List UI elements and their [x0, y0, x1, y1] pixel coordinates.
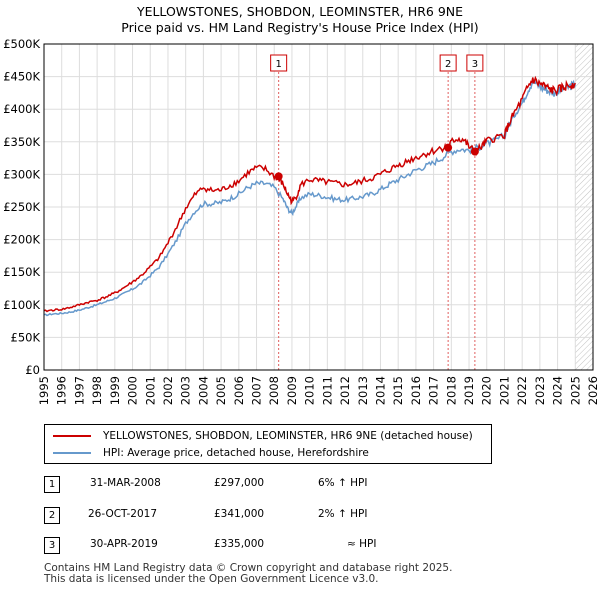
legend-label-hpi: HPI: Average price, detached house, Here…	[103, 447, 369, 459]
sale-label-number: 1	[275, 59, 281, 70]
transaction-hpi: 6% ↑ HPI	[318, 477, 368, 489]
legend-line-property	[53, 435, 91, 437]
y-tick-label: £0	[25, 363, 40, 377]
x-tick-label: 1997	[72, 376, 86, 405]
y-tick-label: £500K	[3, 37, 40, 51]
x-tick-label: 2001	[143, 376, 157, 405]
x-tick-label: 2020	[480, 376, 494, 405]
y-tick-label: £350K	[3, 135, 40, 149]
footer: Contains HM Land Registry data © Crown c…	[44, 563, 452, 585]
y-tick-label: £300K	[3, 167, 40, 181]
transaction-date: 30-APR-2019	[90, 538, 158, 550]
transaction-hpi: 2% ↑ HPI	[318, 508, 368, 520]
x-tick-label: 2022	[515, 376, 529, 405]
x-tick-label: 2000	[126, 376, 140, 405]
y-tick-label: £250K	[3, 200, 40, 214]
sale-marker	[470, 147, 479, 156]
sale-label-number: 2	[445, 59, 451, 70]
x-tick-label: 2005	[214, 376, 228, 405]
footer-line2: This data is licensed under the Open Gov…	[44, 573, 379, 585]
sale-label-box	[466, 54, 484, 72]
x-tick-label: 2004	[196, 376, 210, 405]
x-tick-label: 2003	[179, 376, 193, 405]
transaction-row: 2 26-OCT-2017 £341,000 2% ↑ HPI	[44, 507, 544, 527]
x-tick-label: 2023	[533, 376, 547, 405]
x-tick-label: 2007	[250, 376, 264, 405]
y-tick-label: £200K	[3, 233, 40, 247]
sale-marker	[444, 143, 453, 152]
legend-item-hpi: HPI: Average price, detached house, Here…	[53, 445, 369, 461]
transaction-date: 31-MAR-2008	[90, 477, 161, 489]
x-tick-label: 2021	[497, 376, 511, 405]
transaction-number: 3	[44, 537, 60, 554]
legend: YELLOWSTONES, SHOBDON, LEOMINSTER, HR6 9…	[44, 424, 492, 464]
sale-label-box	[439, 54, 457, 72]
x-tick-label: 2010	[303, 376, 317, 405]
x-tick-label: 1995	[37, 376, 51, 405]
series-line-hpi	[43, 78, 577, 317]
x-tick-label: 2009	[285, 376, 299, 405]
chart-title-line1: YELLOWSTONES, SHOBDON, LEOMINSTER, HR6 9…	[136, 4, 464, 19]
sale-label-number: 3	[472, 59, 478, 70]
x-tick-label: 2016	[409, 376, 423, 405]
chart-title-line2: Price paid vs. HM Land Registry's House …	[121, 20, 479, 35]
x-tick-label: 1999	[108, 376, 122, 405]
x-tick-label: 2015	[391, 376, 405, 405]
x-tick-label: 2018	[444, 376, 458, 405]
x-tick-label: 2026	[586, 376, 600, 405]
legend-item-property: YELLOWSTONES, SHOBDON, LEOMINSTER, HR6 9…	[53, 428, 473, 444]
transaction-price: £335,000	[214, 538, 265, 550]
x-tick-label: 2012	[338, 376, 352, 405]
x-tick-label: 2024	[551, 376, 565, 405]
plot-frame	[43, 43, 594, 371]
x-tick-label: 2006	[232, 376, 246, 405]
sale-marker	[274, 172, 283, 181]
y-tick-label: £400K	[3, 102, 40, 116]
x-tick-label: 2025	[568, 376, 582, 405]
transaction-price: £341,000	[214, 508, 265, 520]
x-tick-label: 2019	[462, 376, 476, 405]
y-tick-label: £100K	[3, 298, 40, 312]
footer-line1: Contains HM Land Registry data © Crown c…	[44, 562, 453, 574]
x-tick-label: 2014	[373, 376, 387, 405]
y-tick-label: £450K	[3, 70, 40, 84]
transaction-hpi: ≈ HPI	[347, 538, 377, 550]
legend-line-hpi	[53, 452, 91, 454]
x-tick-label: 2017	[427, 376, 441, 405]
x-tick-label: 2002	[161, 376, 175, 405]
x-tick-label: 1996	[55, 376, 69, 405]
x-tick-label: 1998	[90, 376, 104, 405]
transaction-row: 1 31-MAR-2008 £297,000 6% ↑ HPI	[44, 476, 544, 496]
transaction-number: 2	[44, 507, 60, 524]
x-tick-label: 2011	[320, 376, 334, 405]
legend-label-property: YELLOWSTONES, SHOBDON, LEOMINSTER, HR6 9…	[103, 430, 473, 442]
y-tick-label: £150K	[3, 265, 40, 279]
price-chart: £0 £50K £100K £150K £200K £250K £300K £350K £400…	[3, 37, 600, 405]
y-tick-label: £50K	[11, 330, 41, 344]
x-tick-label: 2008	[267, 376, 281, 405]
sale-label-box	[270, 54, 288, 72]
transaction-row: 3 30-APR-2019 £335,000 ≈ HPI	[44, 537, 544, 557]
series-line-property	[43, 75, 576, 313]
transaction-number: 1	[44, 476, 60, 493]
x-tick-label: 2013	[356, 376, 370, 405]
transaction-date: 26-OCT-2017	[88, 508, 157, 520]
transaction-price: £297,000	[214, 477, 265, 489]
